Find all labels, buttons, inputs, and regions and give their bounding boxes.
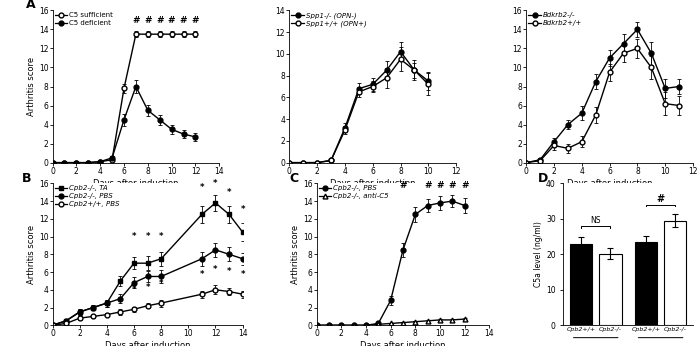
- Legend: Cpb2-/-, TA, Cpb2-/-, PBS, Cpb2+/+, PBS: Cpb2-/-, TA, Cpb2-/-, PBS, Cpb2+/+, PBS: [54, 185, 120, 208]
- X-axis label: Days after induction: Days after induction: [330, 179, 416, 188]
- Bar: [635, 242, 657, 325]
- Text: *: *: [214, 179, 218, 188]
- Text: *: *: [159, 232, 163, 241]
- Text: #: #: [168, 16, 176, 25]
- Text: *: *: [146, 283, 150, 292]
- X-axis label: Days after induction: Days after induction: [105, 341, 190, 346]
- Legend: Spp1-/- (OPN-), Spp1+/+ (OPN+): Spp1-/- (OPN-), Spp1+/+ (OPN+): [290, 12, 368, 28]
- Bar: [664, 221, 687, 325]
- Y-axis label: Arthritis score: Arthritis score: [27, 225, 36, 284]
- Text: #: #: [156, 16, 164, 25]
- Legend: C5 sufficient, C5 deficient: C5 sufficient, C5 deficient: [54, 12, 113, 27]
- X-axis label: Days after induction: Days after induction: [360, 341, 446, 346]
- Text: *: *: [199, 183, 204, 192]
- Text: #: #: [461, 181, 468, 190]
- Text: #: #: [192, 16, 199, 25]
- Text: A: A: [26, 0, 36, 11]
- Y-axis label: Arthritis score: Arthritis score: [291, 225, 300, 284]
- Text: *: *: [240, 206, 245, 215]
- X-axis label: Days after induction: Days after induction: [567, 179, 652, 188]
- Legend: Bdkrb2-/-, Bdkrb2+/+: Bdkrb2-/-, Bdkrb2+/+: [528, 12, 583, 27]
- Text: *: *: [132, 285, 136, 294]
- Text: #: #: [180, 16, 188, 25]
- Text: #: #: [424, 181, 431, 190]
- Y-axis label: C5a level (ng/ml): C5a level (ng/ml): [534, 221, 543, 287]
- Text: D: D: [538, 172, 547, 185]
- Text: *: *: [132, 232, 136, 241]
- Text: #: #: [144, 16, 152, 25]
- Text: *: *: [240, 270, 245, 279]
- Y-axis label: Arthritis score: Arthritis score: [27, 57, 36, 116]
- Text: #: #: [657, 194, 664, 203]
- Legend: Cpb2-/-, PBS, Cpb2-/-, anti-C5: Cpb2-/-, PBS, Cpb2-/-, anti-C5: [318, 185, 390, 200]
- Text: *: *: [227, 267, 231, 276]
- Text: *: *: [214, 265, 218, 274]
- Text: #: #: [399, 181, 407, 190]
- Text: #: #: [449, 181, 456, 190]
- Text: NS: NS: [591, 216, 601, 225]
- Text: *: *: [146, 232, 150, 241]
- Text: *: *: [159, 279, 163, 288]
- Text: #: #: [132, 16, 139, 25]
- X-axis label: Days after induction: Days after induction: [93, 179, 178, 188]
- Text: *: *: [227, 188, 231, 197]
- Bar: [570, 244, 592, 325]
- Text: B: B: [22, 172, 32, 185]
- Bar: [599, 254, 622, 325]
- Text: #: #: [436, 181, 444, 190]
- Text: C: C: [289, 172, 298, 185]
- Text: *: *: [199, 270, 204, 279]
